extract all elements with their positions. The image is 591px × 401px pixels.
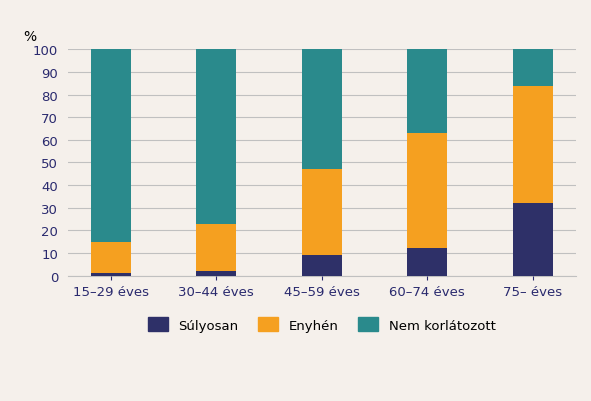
Text: %: % <box>23 30 36 43</box>
Bar <box>407 50 447 134</box>
Bar <box>91 273 131 276</box>
Bar <box>302 50 342 170</box>
Bar <box>513 50 553 86</box>
Bar <box>196 224 236 271</box>
Bar <box>196 50 236 224</box>
Bar <box>513 86 553 204</box>
Bar <box>513 204 553 276</box>
Bar <box>407 249 447 276</box>
Bar <box>91 50 131 242</box>
Bar <box>196 271 236 276</box>
Legend: Súlyosan, Enyhén, Nem korlátozott: Súlyosan, Enyhén, Nem korlátozott <box>143 312 501 337</box>
Bar <box>302 255 342 276</box>
Bar <box>407 134 447 249</box>
Bar <box>302 170 342 255</box>
Bar <box>91 242 131 273</box>
